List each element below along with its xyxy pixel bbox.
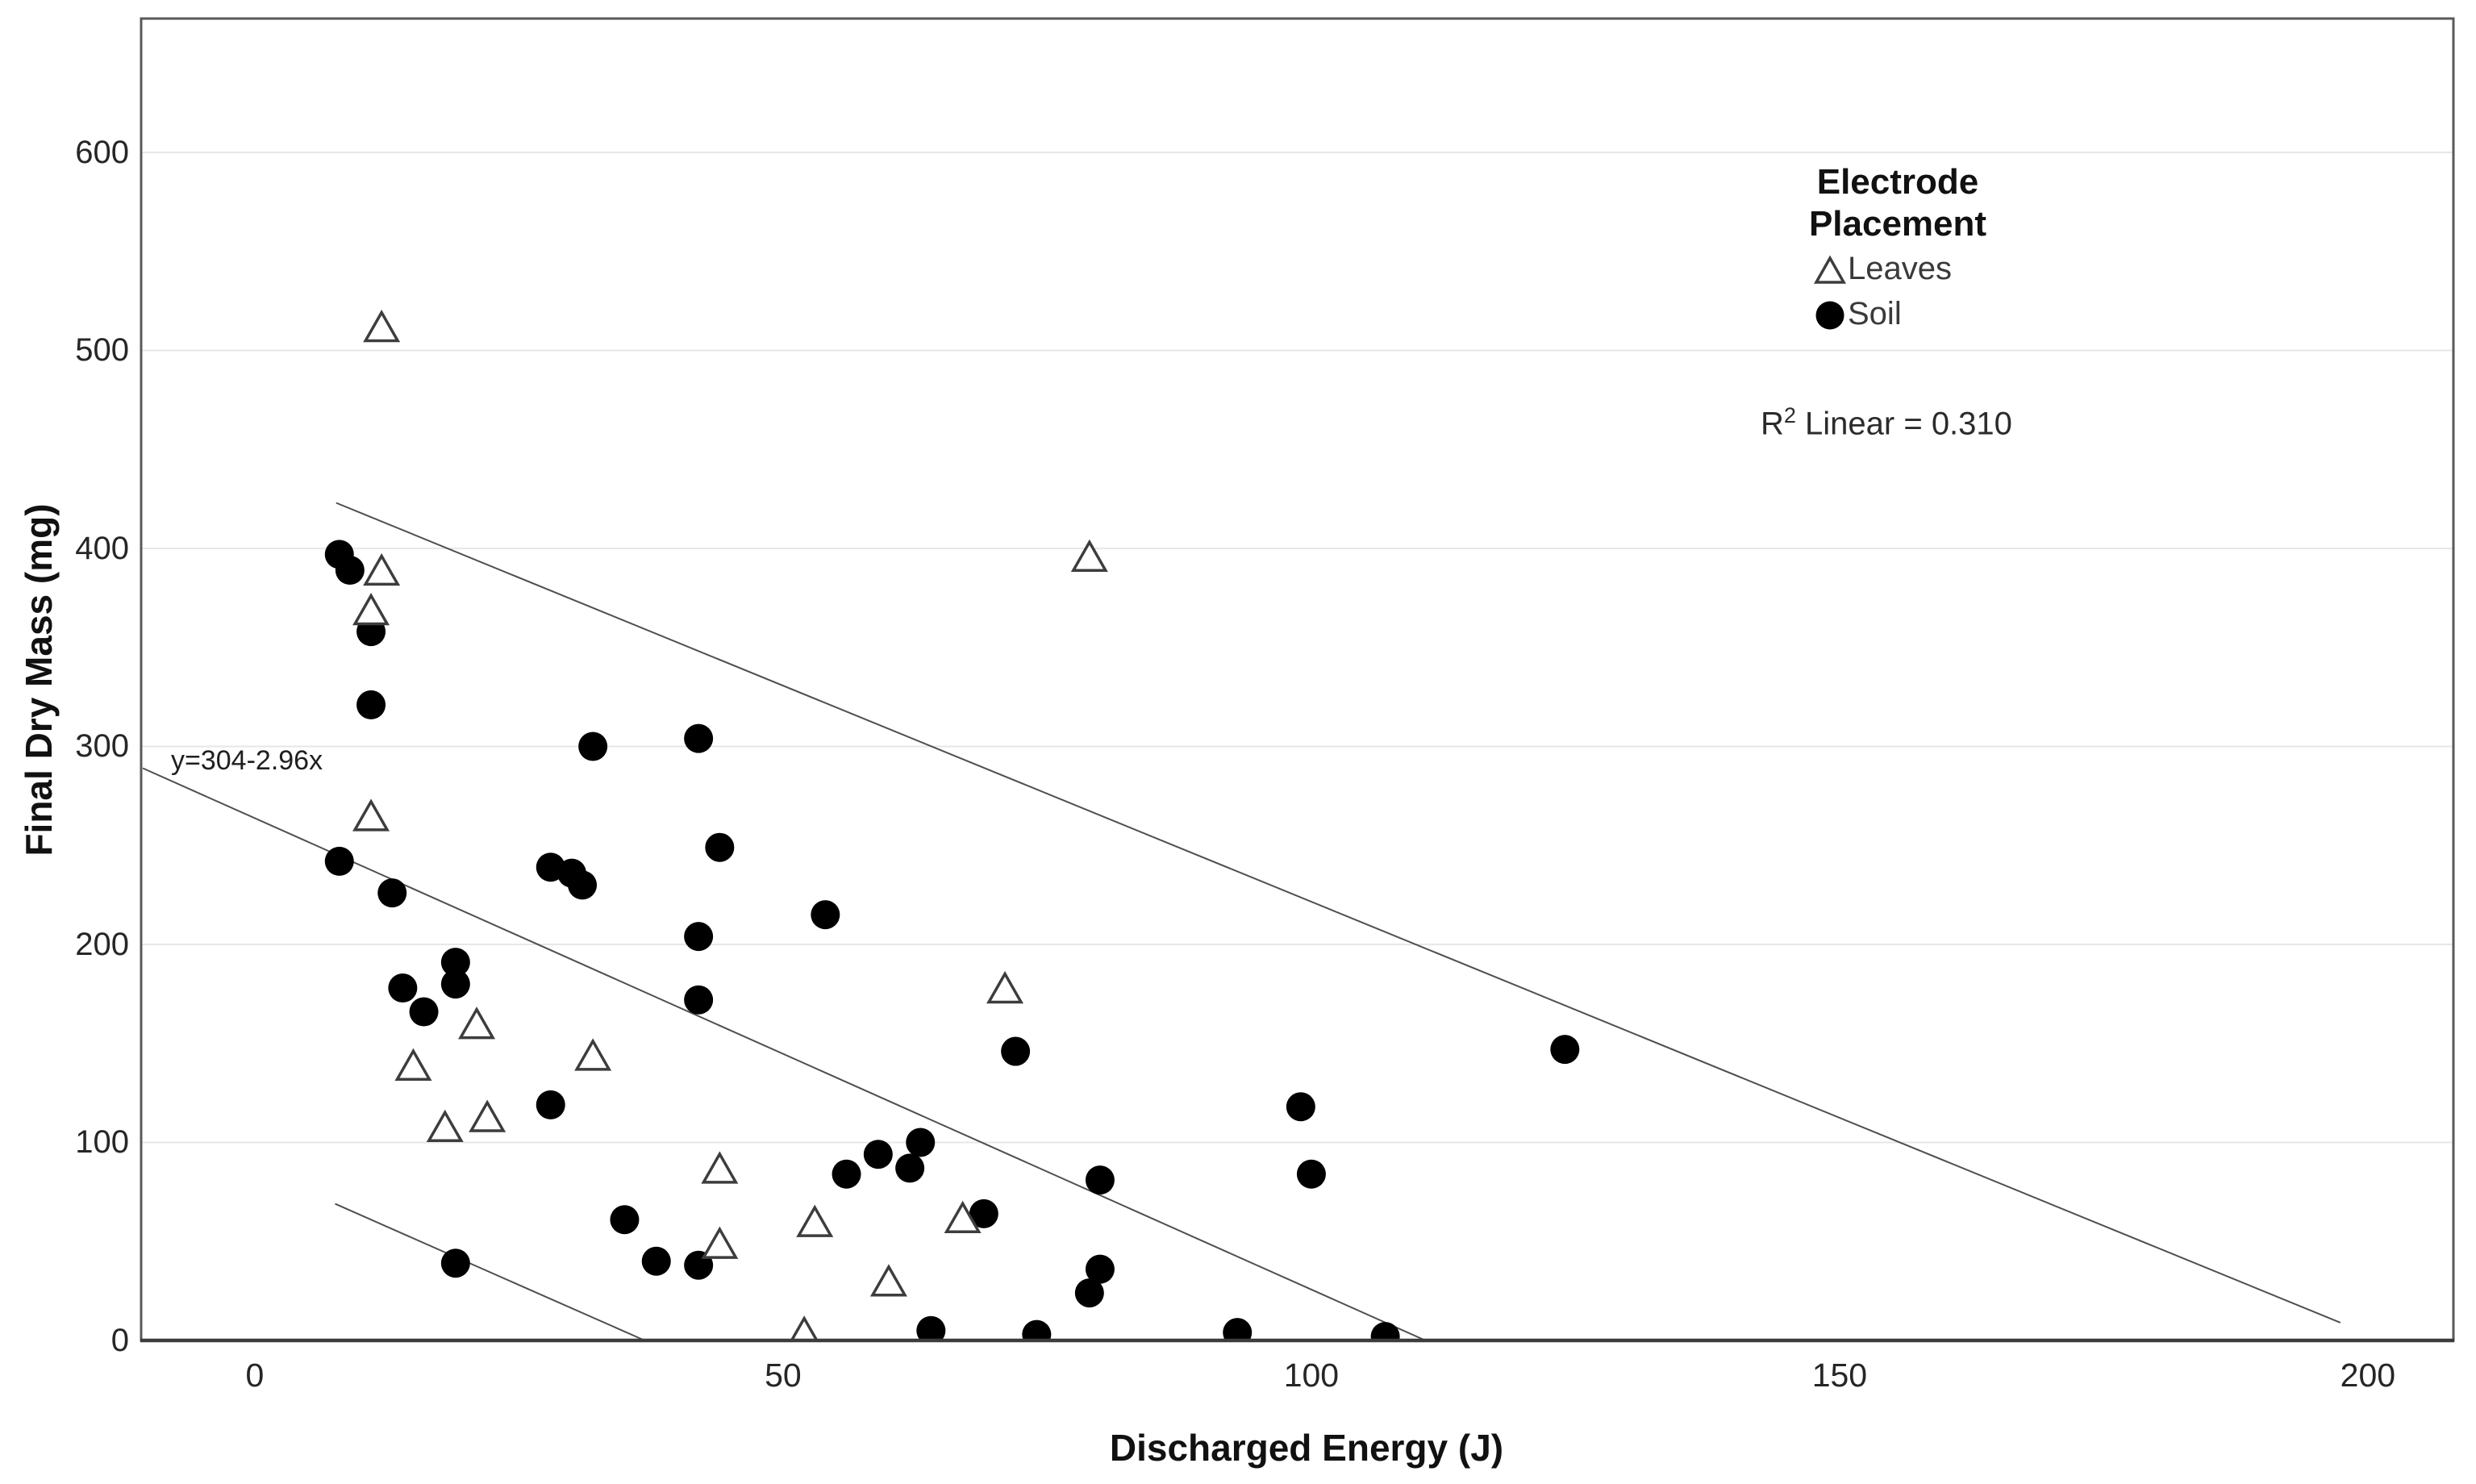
leaves-point [458, 1007, 496, 1040]
soil-point [1022, 1319, 1052, 1342]
leaves-point [394, 1048, 432, 1081]
soil-point [916, 1315, 946, 1342]
x-tick-label-0: 0 [245, 1357, 265, 1394]
legend: Electrode Placement Leaves Soil [1770, 155, 2025, 336]
soil-point [377, 878, 407, 908]
legend-title: Electrode Placement [1808, 162, 1987, 244]
soil-point [832, 1159, 861, 1189]
leaves-point [986, 970, 1024, 1004]
soil-point [684, 922, 714, 952]
regression-equation-label: y=304-2.96x [171, 745, 323, 776]
leaves-point [363, 309, 401, 343]
soil-point [1001, 1036, 1031, 1066]
legend-item-leaves: Leaves [1770, 247, 2025, 290]
y-tick-label-500: 500 [75, 332, 129, 369]
y-tick-label-200: 200 [75, 926, 129, 962]
x-tick-label-150: 150 [1811, 1357, 1868, 1394]
x-tick-label-50: 50 [765, 1357, 802, 1394]
soil-point [1085, 1165, 1115, 1195]
r-squared-exponent: 2 [1783, 403, 1796, 427]
soil-point [1296, 1159, 1326, 1189]
triangle-open-icon [1813, 255, 1847, 284]
soil-point [1286, 1092, 1315, 1122]
legend-item-soil: Soil [1770, 292, 2025, 336]
soil-point [356, 690, 386, 719]
leaves-point [701, 1151, 739, 1184]
soil-point [1550, 1035, 1580, 1065]
soil-point [610, 1205, 640, 1235]
r-squared-label: R2 Linear = 0.310 [1761, 403, 2012, 442]
y-tick-label-400: 400 [75, 530, 129, 566]
leaves-point [352, 593, 390, 626]
x-tick-label-200: 200 [2340, 1357, 2396, 1394]
leaves-point [352, 798, 390, 832]
leaves-point [701, 1226, 739, 1259]
y-tick-label-600: 600 [75, 134, 129, 170]
r-squared-base: R [1761, 406, 1784, 442]
leaves-point [426, 1109, 464, 1143]
soil-point [811, 900, 840, 930]
soil-point [684, 723, 714, 753]
soil-point [684, 985, 714, 1015]
soil-point [705, 832, 735, 862]
soil-point [335, 555, 365, 585]
soil-point [1223, 1318, 1253, 1342]
soil-point [388, 973, 418, 1003]
soil-point [568, 870, 598, 900]
soil-point [969, 1198, 998, 1228]
leaves-point [944, 1200, 982, 1233]
legend-label-soil: Soil [1848, 296, 1902, 331]
soil-point [324, 846, 354, 876]
r-squared-rest: Linear = 0.310 [1795, 406, 2012, 442]
leaves-point [796, 1204, 834, 1237]
soil-point [409, 997, 439, 1027]
soil-point [578, 732, 608, 761]
leaves-point [1070, 539, 1108, 572]
soil-point [906, 1128, 936, 1157]
soil-point [641, 1246, 671, 1276]
leaves-point [574, 1038, 612, 1071]
legend-label-leaves: Leaves [1848, 251, 1952, 286]
soil-point [863, 1140, 893, 1169]
leaves-point [469, 1099, 506, 1132]
circle-filled-icon [1815, 301, 1844, 330]
leaves-point [789, 1315, 819, 1342]
ci-lower-line [335, 1203, 645, 1341]
y-tick-label-0: 0 [110, 1323, 129, 1358]
regression-line [142, 767, 1426, 1341]
soil-point [536, 1090, 565, 1119]
x-axis-title: Discharged Energy (J) [1109, 1427, 1504, 1469]
soil-point [440, 1248, 470, 1278]
soil-point [1370, 1322, 1400, 1342]
y-tick-label-300: 300 [75, 728, 129, 765]
soil-point [1074, 1278, 1104, 1308]
leaves-point [363, 552, 401, 586]
y-tick-label-100: 100 [75, 1124, 129, 1161]
soil-point [440, 948, 470, 978]
soil-point [1085, 1254, 1115, 1284]
ci-upper-line [336, 502, 2341, 1324]
soil-point [440, 969, 470, 999]
x-tick-label-100: 100 [1283, 1357, 1340, 1394]
soil-point [895, 1153, 925, 1183]
leaves-point [869, 1264, 907, 1297]
